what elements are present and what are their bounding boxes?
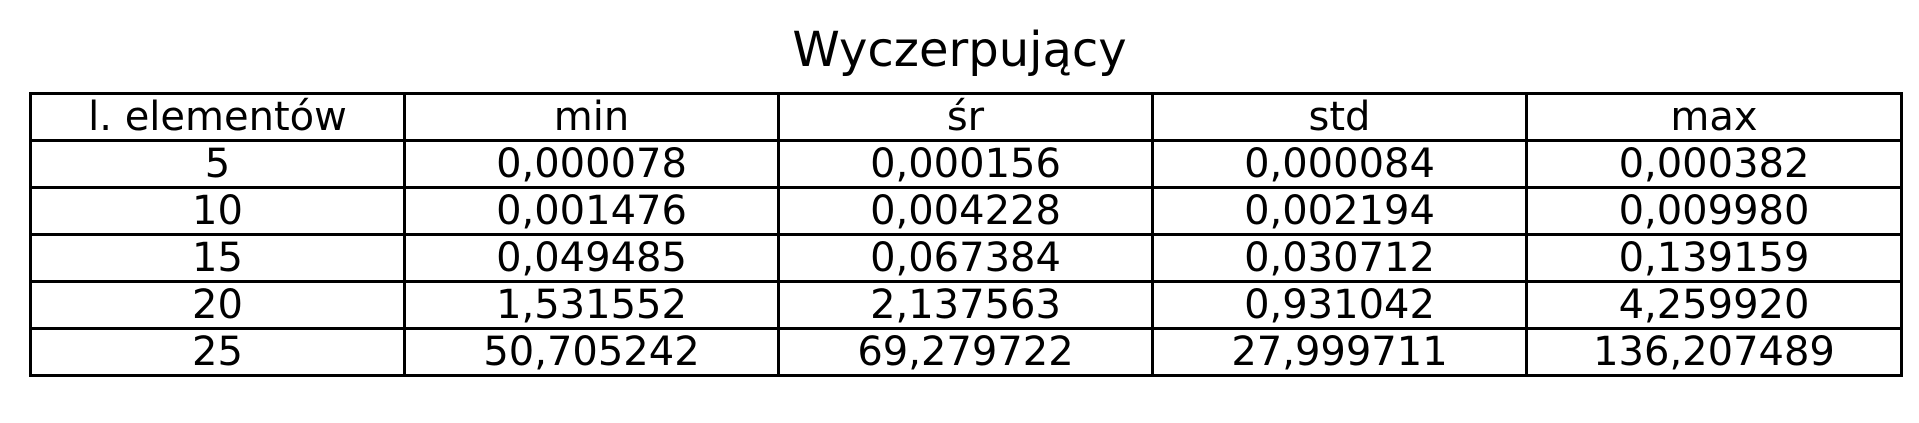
table-cell: 27,999711 <box>1151 327 1528 377</box>
table-cell: 69,279722 <box>777 327 1154 377</box>
table-cell: 25 <box>29 327 406 377</box>
table-cell: 0,009980 <box>1525 186 1903 236</box>
results-table: l. elementów min śr std max 5 0,000078 0… <box>29 92 1903 377</box>
table-cell: 0,000382 <box>1525 139 1903 189</box>
table-cell: 50,705242 <box>403 327 780 377</box>
column-header-max: max <box>1525 92 1903 142</box>
table-row: 20 1,531552 2,137563 0,931042 4,259920 <box>29 280 1903 330</box>
table-cell: 0,067384 <box>777 233 1154 283</box>
table-row: 10 0,001476 0,004228 0,002194 0,009980 <box>29 186 1903 236</box>
table-row: 5 0,000078 0,000156 0,000084 0,000382 <box>29 139 1903 189</box>
table-cell: 0,931042 <box>1151 280 1528 330</box>
table-cell: 15 <box>29 233 406 283</box>
table-cell: 0,000078 <box>403 139 780 189</box>
table-cell: 0,030712 <box>1151 233 1528 283</box>
table-title: Wyczerpujący <box>792 22 1127 78</box>
table-cell: 0,049485 <box>403 233 780 283</box>
column-header-min: min <box>403 92 780 142</box>
table-row: 25 50,705242 69,279722 27,999711 136,207… <box>29 327 1903 377</box>
table-cell: 0,002194 <box>1151 186 1528 236</box>
table-cell: 0,000156 <box>777 139 1154 189</box>
table-cell: 0,139159 <box>1525 233 1903 283</box>
table-cell: 1,531552 <box>403 280 780 330</box>
column-header-mean: śr <box>777 92 1154 142</box>
table-cell: 136,207489 <box>1525 327 1903 377</box>
table-cell: 5 <box>29 139 406 189</box>
header-row: l. elementów min śr std max <box>29 92 1903 142</box>
column-header-std: std <box>1151 92 1528 142</box>
table-cell: 4,259920 <box>1525 280 1903 330</box>
table-cell: 2,137563 <box>777 280 1154 330</box>
column-header-elements: l. elementów <box>29 92 406 142</box>
table-cell: 10 <box>29 186 406 236</box>
table-cell: 0,001476 <box>403 186 780 236</box>
table-cell: 0,000084 <box>1151 139 1528 189</box>
table-cell: 0,004228 <box>777 186 1154 236</box>
table-row: 15 0,049485 0,067384 0,030712 0,139159 <box>29 233 1903 283</box>
table-cell: 20 <box>29 280 406 330</box>
